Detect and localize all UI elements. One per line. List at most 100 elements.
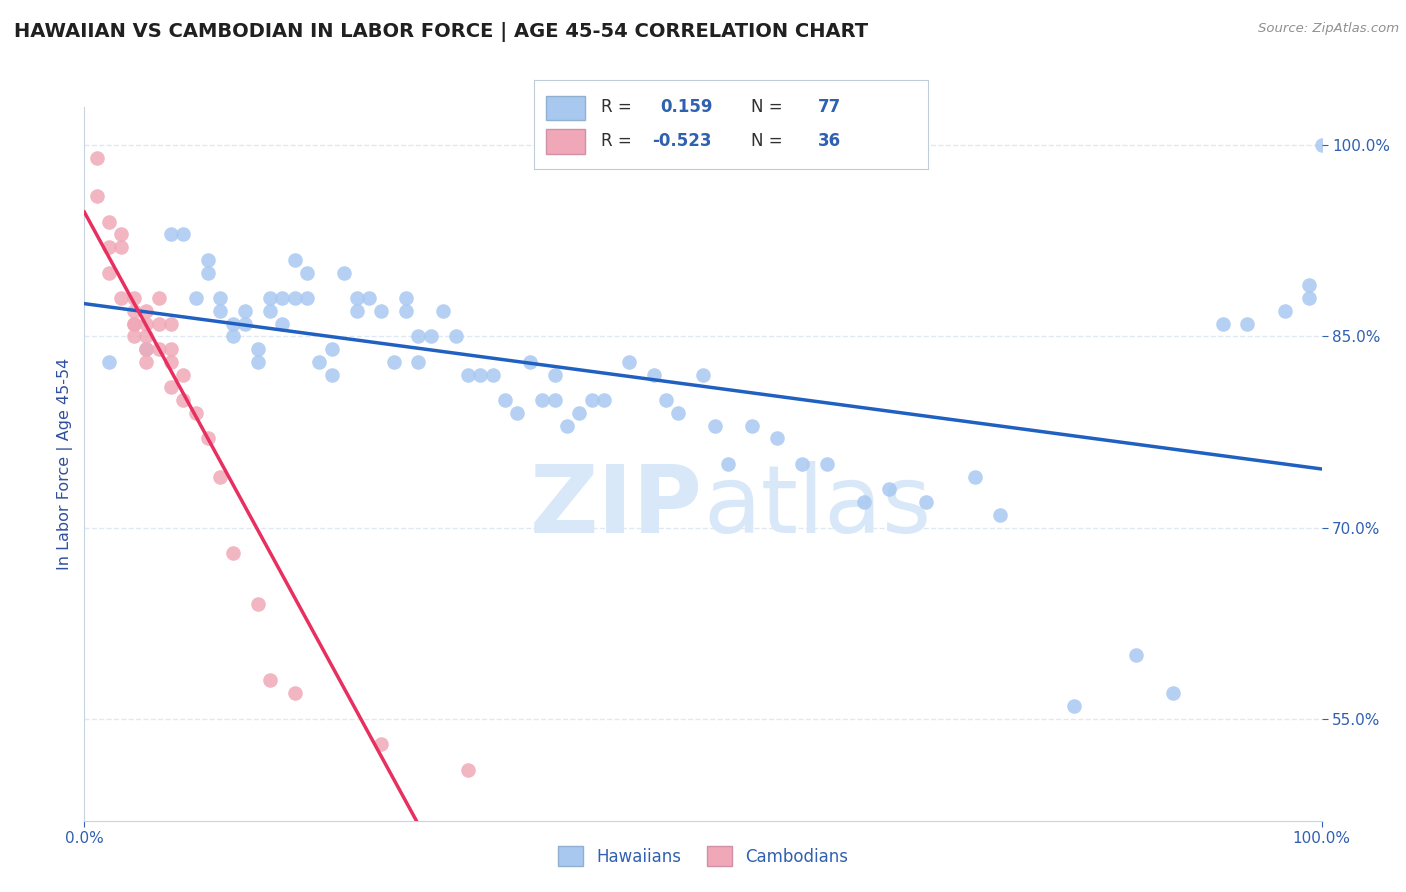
Point: [197, 431, 219, 445]
Point: [160, 317, 183, 331]
Point: [98, 215, 121, 229]
Point: [122, 317, 145, 331]
Point: [122, 329, 145, 343]
Point: [988, 508, 1011, 522]
Point: [643, 368, 665, 382]
Point: [295, 266, 318, 280]
Point: [86, 189, 108, 203]
Bar: [546, 96, 585, 120]
Point: [457, 368, 479, 382]
Point: [110, 291, 132, 305]
Point: [704, 418, 727, 433]
Legend: Hawaiians, Cambodians: Hawaiians, Cambodians: [551, 839, 855, 873]
Point: [568, 406, 591, 420]
Point: [965, 469, 987, 483]
Point: [655, 393, 678, 408]
Point: [160, 380, 183, 394]
Point: [246, 597, 269, 611]
Point: [1212, 317, 1234, 331]
Point: [135, 317, 157, 331]
Point: [1125, 648, 1147, 662]
Point: [333, 266, 356, 280]
Point: [766, 431, 789, 445]
Point: [432, 304, 454, 318]
Point: [148, 317, 170, 331]
Point: [506, 406, 529, 420]
Point: [295, 291, 318, 305]
Point: [408, 329, 430, 343]
Point: [135, 342, 157, 356]
Point: [222, 317, 245, 331]
Point: [284, 252, 307, 267]
Point: [741, 418, 763, 433]
Point: [914, 495, 936, 509]
Point: [246, 342, 269, 356]
Point: [222, 546, 245, 560]
Point: [172, 227, 194, 242]
Point: [160, 342, 183, 356]
Point: [666, 406, 689, 420]
Point: [233, 304, 256, 318]
Point: [197, 266, 219, 280]
Point: [160, 355, 183, 369]
Point: [209, 304, 232, 318]
Point: [519, 355, 541, 369]
Point: [259, 673, 281, 688]
Point: [122, 317, 145, 331]
Text: -0.523: -0.523: [652, 132, 711, 150]
Point: [110, 227, 132, 242]
Text: R =: R =: [602, 98, 637, 117]
Point: [877, 483, 900, 497]
Point: [209, 469, 232, 483]
Text: R =: R =: [602, 132, 637, 150]
Point: [531, 393, 554, 408]
Point: [284, 291, 307, 305]
Point: [135, 342, 157, 356]
Point: [135, 329, 157, 343]
Point: [370, 737, 392, 751]
Point: [246, 355, 269, 369]
Point: [346, 291, 368, 305]
Point: [98, 355, 121, 369]
Point: [382, 355, 405, 369]
Point: [135, 304, 157, 318]
Point: [321, 342, 343, 356]
Point: [790, 457, 813, 471]
Point: [1274, 304, 1296, 318]
Point: [470, 368, 492, 382]
Point: [444, 329, 467, 343]
Point: [184, 291, 207, 305]
Point: [543, 393, 565, 408]
Point: [555, 418, 578, 433]
Point: [1310, 138, 1333, 153]
Point: [457, 763, 479, 777]
Point: [233, 317, 256, 331]
Point: [581, 393, 603, 408]
Point: [346, 304, 368, 318]
Text: N =: N =: [751, 98, 787, 117]
Point: [122, 304, 145, 318]
Text: N =: N =: [751, 132, 787, 150]
Point: [370, 304, 392, 318]
Point: [284, 686, 307, 700]
Point: [197, 252, 219, 267]
Point: [308, 355, 330, 369]
Point: [395, 291, 418, 305]
Point: [1298, 291, 1320, 305]
Point: [692, 368, 714, 382]
Point: [86, 151, 108, 165]
Text: 0.159: 0.159: [661, 98, 713, 117]
Point: [98, 240, 121, 254]
Point: [209, 291, 232, 305]
Point: [271, 291, 294, 305]
Point: [172, 393, 194, 408]
Point: [543, 368, 565, 382]
Point: [1161, 686, 1184, 700]
Point: [271, 317, 294, 331]
Text: 36: 36: [818, 132, 841, 150]
Text: HAWAIIAN VS CAMBODIAN IN LABOR FORCE | AGE 45-54 CORRELATION CHART: HAWAIIAN VS CAMBODIAN IN LABOR FORCE | A…: [14, 22, 868, 42]
Point: [184, 406, 207, 420]
Text: 77: 77: [818, 98, 841, 117]
Point: [494, 393, 516, 408]
Point: [98, 266, 121, 280]
